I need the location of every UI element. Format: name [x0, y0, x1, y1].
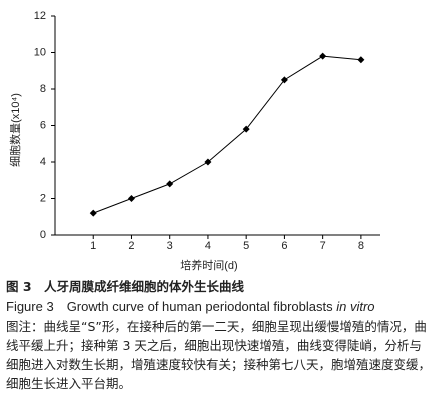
caption-en: Figure 3 Growth curve of human periodont…	[6, 297, 434, 316]
x-tick-label: 1	[90, 240, 96, 252]
x-tick-label: 2	[128, 240, 134, 252]
y-tick-label: 10	[34, 46, 46, 58]
series-line	[93, 55, 361, 214]
x-tick-label: 3	[167, 240, 173, 252]
caption-note: 图注：曲线呈“S”形，在接种后的第一二天，细胞呈现出缓慢增殖的情况，曲线平缓上升…	[6, 319, 432, 391]
data-point	[166, 180, 174, 188]
data-point	[319, 52, 327, 60]
y-tick-label: 0	[40, 229, 46, 241]
data-point	[89, 209, 97, 217]
y-tick-label: 12	[34, 10, 46, 22]
y-tick-label: 6	[40, 119, 46, 131]
caption-cn: 图 3 人牙周膜成纤维细胞的体外生长曲线	[6, 279, 245, 294]
data-point	[357, 56, 365, 64]
caption-en-main: Figure 3 Growth curve of human periodont…	[6, 299, 337, 314]
x-tick-label: 7	[320, 240, 326, 252]
data-point	[242, 125, 250, 133]
y-tick-label: 2	[40, 192, 46, 204]
x-tick-label: 8	[358, 240, 364, 252]
data-point	[204, 158, 212, 166]
caption-en-italic: in vitro	[336, 299, 375, 314]
y-axis-label: 细胞数量(x10⁴)	[9, 93, 22, 167]
data-point	[127, 195, 135, 202]
x-axis-label: 培养时间(d)	[180, 258, 237, 272]
y-tick-label: 4	[40, 156, 46, 168]
data-point	[280, 76, 288, 84]
x-tick-label: 6	[281, 240, 287, 252]
x-tick-label: 5	[243, 240, 249, 252]
x-tick-label: 4	[205, 240, 211, 252]
y-tick-label: 8	[40, 83, 46, 95]
